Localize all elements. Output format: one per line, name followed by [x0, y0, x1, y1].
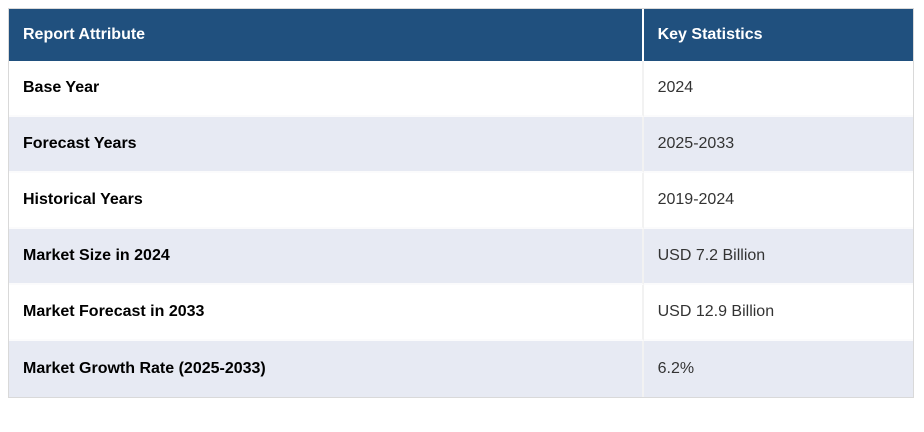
attribute-cell: Base Year — [9, 61, 644, 117]
value-cell: 2025-2033 — [643, 117, 913, 173]
table-row: Market Growth Rate (2025-2033) 6.2% — [9, 341, 913, 397]
table-row: Forecast Years 2025-2033 — [9, 117, 913, 173]
table-row: Historical Years 2019-2024 — [9, 173, 913, 229]
attribute-cell: Market Size in 2024 — [9, 229, 644, 285]
table-row: Market Size in 2024 USD 7.2 Billion — [9, 229, 913, 285]
table-row: Base Year 2024 — [9, 61, 913, 117]
key-statistics-table-container: Report Attribute Key Statistics Base Yea… — [8, 8, 914, 398]
value-cell: USD 7.2 Billion — [643, 229, 913, 285]
key-statistics-table: Report Attribute Key Statistics Base Yea… — [9, 9, 913, 397]
attribute-cell: Market Forecast in 2033 — [9, 285, 644, 341]
value-cell: USD 12.9 Billion — [643, 285, 913, 341]
header-row: Report Attribute Key Statistics — [9, 9, 913, 61]
column-header-key-statistics: Key Statistics — [643, 9, 913, 61]
attribute-cell: Historical Years — [9, 173, 644, 229]
attribute-cell: Forecast Years — [9, 117, 644, 173]
attribute-cell: Market Growth Rate (2025-2033) — [9, 341, 644, 397]
value-cell: 2019-2024 — [643, 173, 913, 229]
value-cell: 6.2% — [643, 341, 913, 397]
table-row: Market Forecast in 2033 USD 12.9 Billion — [9, 285, 913, 341]
column-header-report-attribute: Report Attribute — [9, 9, 644, 61]
value-cell: 2024 — [643, 61, 913, 117]
